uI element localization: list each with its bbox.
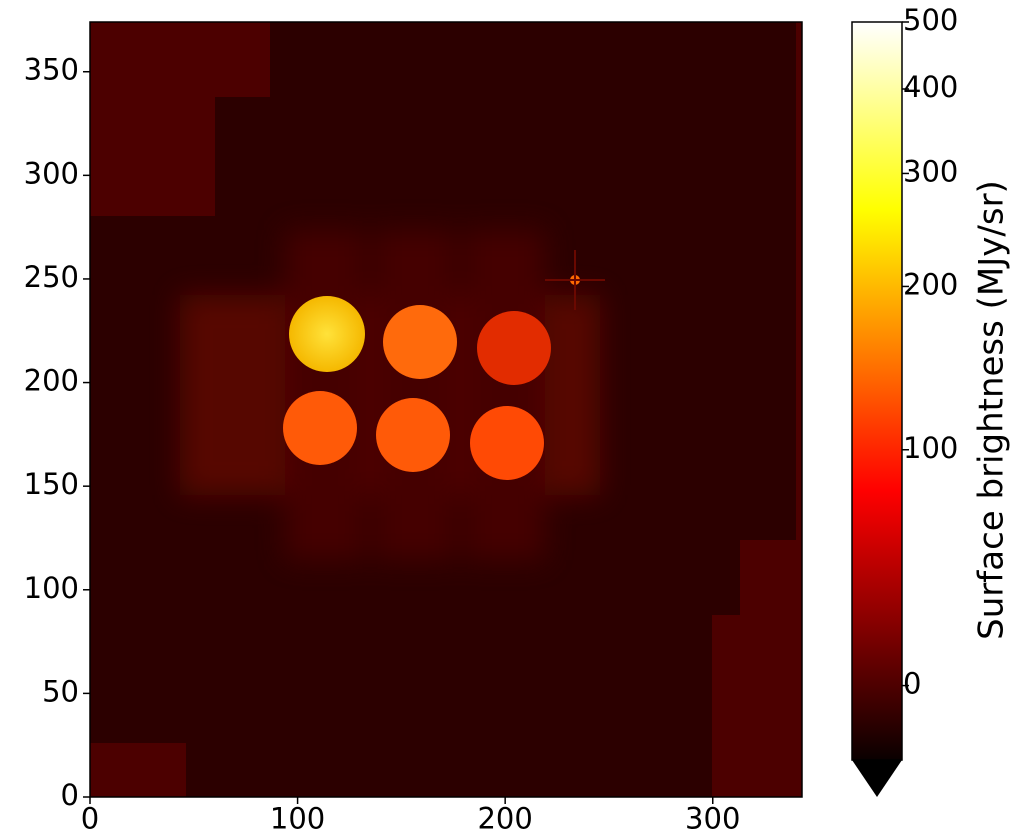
colorbar-tick-label: 100 <box>903 431 958 465</box>
y-tick-label: 350 <box>24 53 79 87</box>
y-tick-label: 0 <box>61 778 79 812</box>
image <box>90 22 802 797</box>
colorbar-tick-label: 400 <box>903 70 958 104</box>
colorbar-extension <box>852 760 902 797</box>
x-tick-label: 100 <box>270 802 325 836</box>
plot-frame <box>89 21 803 798</box>
y-tick-label: 250 <box>24 260 79 294</box>
colorbar-label: Surface brightness (MJy/sr) <box>972 180 1012 640</box>
colorbar <box>851 21 903 761</box>
y-tick-label: 50 <box>42 674 79 708</box>
colorbar-tick-label: 300 <box>903 154 958 188</box>
colorbar-tick-label: 200 <box>903 267 958 301</box>
x-tick-label: 200 <box>477 802 532 836</box>
x-tick-label: 300 <box>685 802 740 836</box>
y-tick-label: 200 <box>24 364 79 398</box>
y-tick-label: 300 <box>24 156 79 190</box>
colorbar-tick-label: 0 <box>903 667 921 701</box>
x-tick-label: 0 <box>81 802 99 836</box>
colorbar-tick-label: 500 <box>903 3 958 37</box>
y-tick-label: 150 <box>24 467 79 501</box>
y-tick-label: 100 <box>24 571 79 605</box>
